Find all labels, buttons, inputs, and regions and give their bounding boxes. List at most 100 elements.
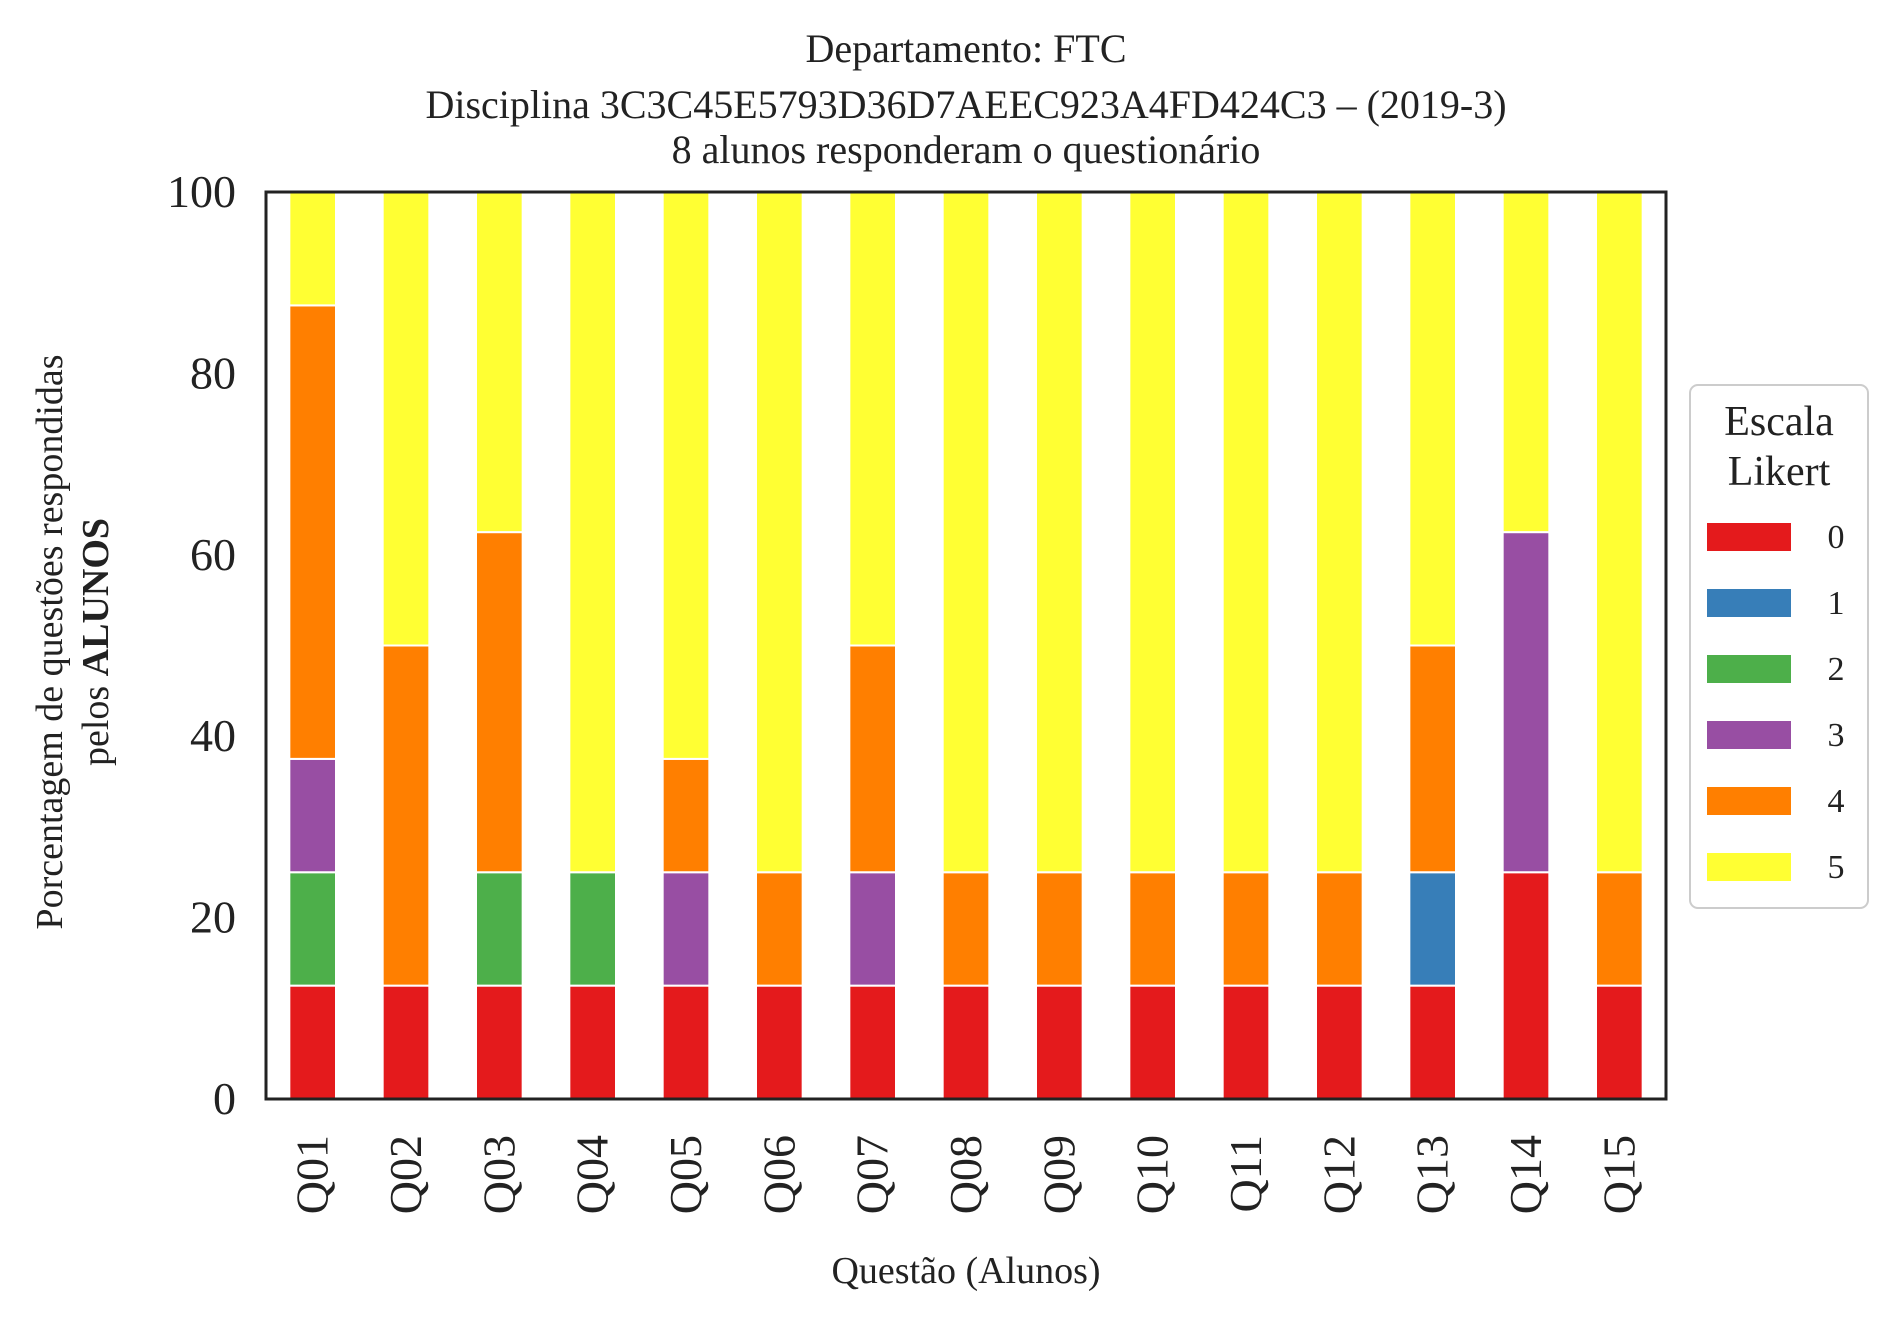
legend-swatch-5	[1707, 853, 1791, 881]
x-tick-label-q15: Q15	[1593, 1135, 1644, 1214]
bar-q07-level-4	[848, 644, 897, 874]
bar-q07-level-5	[848, 191, 897, 647]
bar-q15-level-5	[1595, 191, 1644, 874]
x-tick-label-q06: Q06	[753, 1135, 804, 1214]
bar-q03-level-0	[475, 984, 524, 1100]
bar-q09-level-0	[1035, 984, 1084, 1100]
bar-q11-level-0	[1221, 984, 1271, 1100]
bar-q11-level-5	[1221, 191, 1271, 874]
x-tick-label-q03: Q03	[473, 1135, 524, 1214]
legend-label-2: 2	[1828, 651, 1845, 688]
legend: Escala Likert 0 1 2 3 4 5	[1689, 384, 1869, 909]
legend-box	[1689, 384, 1869, 909]
y-axis-ticks: 0 20 40 60 80 100	[167, 166, 236, 1124]
bars-layer	[288, 191, 1644, 1100]
x-tick-label-q07: Q07	[847, 1135, 898, 1214]
bar-q12-level-0	[1315, 984, 1364, 1100]
chart-title: Departamento: FTC Disciplina 3C3C45E5793…	[425, 26, 1506, 172]
bar-q14-level-3	[1501, 531, 1551, 874]
x-tick-label-q11: Q11	[1220, 1135, 1271, 1213]
bar-q15-level-0	[1595, 984, 1644, 1100]
bar-q10-level-4	[1128, 871, 1178, 987]
legend-label-1: 1	[1828, 585, 1845, 622]
legend-swatch-0	[1707, 523, 1791, 551]
x-tick-label-q05: Q05	[660, 1135, 711, 1214]
bar-q12-level-4	[1315, 871, 1364, 987]
y-tick-label-100: 100	[167, 166, 236, 217]
bar-q06-level-5	[755, 191, 804, 874]
legend-title-line-1: Escala	[1724, 399, 1834, 445]
y-tick-label-40: 40	[190, 710, 236, 761]
title-line-3: 8 alunos responderam o questionário	[672, 127, 1261, 172]
x-axis-label: Questão (Alunos)	[831, 1250, 1100, 1292]
y-tick-label-80: 80	[190, 347, 236, 398]
legend-swatch-2	[1707, 655, 1791, 683]
bar-q13-level-5	[1408, 191, 1458, 647]
bar-q06-level-0	[755, 984, 804, 1100]
bar-q08-level-4	[941, 871, 991, 987]
y-axis-label-line-1: Porcentagem de questões respondidas	[29, 354, 71, 929]
x-tick-label-q10: Q10	[1127, 1135, 1178, 1214]
bar-q14-level-5	[1501, 191, 1551, 534]
x-tick-label-q13: Q13	[1407, 1135, 1458, 1214]
bar-q08-level-0	[941, 984, 991, 1100]
bar-q07-level-0	[848, 984, 897, 1100]
y-tick-label-20: 20	[190, 892, 236, 943]
bar-q06-level-4	[755, 871, 804, 987]
bar-q01-level-3	[288, 757, 338, 874]
bar-q03-level-4	[475, 531, 524, 874]
bar-q15-level-4	[1595, 871, 1644, 987]
bar-q01-level-2	[288, 871, 338, 987]
x-tick-label-q01: Q01	[287, 1135, 338, 1214]
x-tick-label-q14: Q14	[1500, 1135, 1551, 1214]
plot-frame	[264, 190, 1668, 1101]
legend-label-5: 5	[1828, 849, 1845, 886]
bar-q04-level-0	[568, 984, 617, 1100]
bar-q02-level-0	[381, 984, 431, 1100]
y-axis-label-line-2: pelos ALUNOS	[75, 518, 117, 766]
y-axis-label-prefix: pelos	[75, 676, 117, 766]
bar-q10-level-5	[1128, 191, 1178, 874]
bar-q04-level-2	[568, 871, 617, 987]
legend-label-3: 3	[1828, 717, 1845, 754]
y-axis-label-bold: ALUNOS	[75, 518, 117, 676]
legend-swatch-1	[1707, 589, 1791, 617]
x-tick-label-q12: Q12	[1313, 1135, 1364, 1214]
legend-items: 0 1 2 3 4 5	[1707, 519, 1845, 886]
x-tick-label-q08: Q08	[940, 1135, 991, 1214]
legend-swatch-4	[1707, 787, 1791, 815]
legend-swatch-3	[1707, 721, 1791, 749]
bar-q09-level-5	[1035, 191, 1084, 874]
bar-q10-level-0	[1128, 984, 1178, 1100]
title-line-2: Disciplina 3C3C45E5793D36D7AEEC923A4FD42…	[425, 82, 1506, 127]
title-line-1: Departamento: FTC	[805, 26, 1126, 71]
bar-q04-level-5	[568, 191, 617, 874]
x-tick-label-q02: Q02	[380, 1135, 431, 1214]
bar-q13-level-0	[1408, 984, 1458, 1100]
legend-label-0: 0	[1828, 519, 1845, 556]
bar-q05-level-5	[661, 191, 711, 760]
bar-q01-level-0	[288, 984, 338, 1100]
bar-q13-level-1	[1408, 871, 1458, 987]
legend-label-4: 4	[1828, 783, 1845, 820]
bar-q03-level-5	[475, 191, 524, 534]
bar-q14-level-0	[1501, 871, 1551, 1100]
bar-q05-level-4	[661, 757, 711, 874]
x-tick-label-q04: Q04	[567, 1135, 618, 1214]
y-tick-label-0: 0	[213, 1073, 236, 1124]
legend-title-line-2: Likert	[1728, 449, 1831, 495]
bar-q01-level-5	[288, 191, 338, 307]
bar-q07-level-3	[848, 871, 897, 987]
bar-q08-level-5	[941, 191, 991, 874]
bar-q05-level-0	[661, 984, 711, 1100]
bar-q01-level-4	[288, 304, 338, 760]
bar-q09-level-4	[1035, 871, 1084, 987]
x-axis-ticks: Q01 Q02 Q03 Q04 Q05 Q06 Q07 Q08 Q09 Q10 Q11 Q12 Q13 Q…	[287, 1135, 1645, 1214]
bar-q05-level-3	[661, 871, 711, 987]
x-tick-label-q09: Q09	[1033, 1135, 1084, 1214]
y-axis-label: Porcentagem de questões respondidas pelo…	[29, 354, 117, 929]
bar-q13-level-4	[1408, 644, 1458, 874]
bar-q02-level-4	[381, 644, 431, 987]
